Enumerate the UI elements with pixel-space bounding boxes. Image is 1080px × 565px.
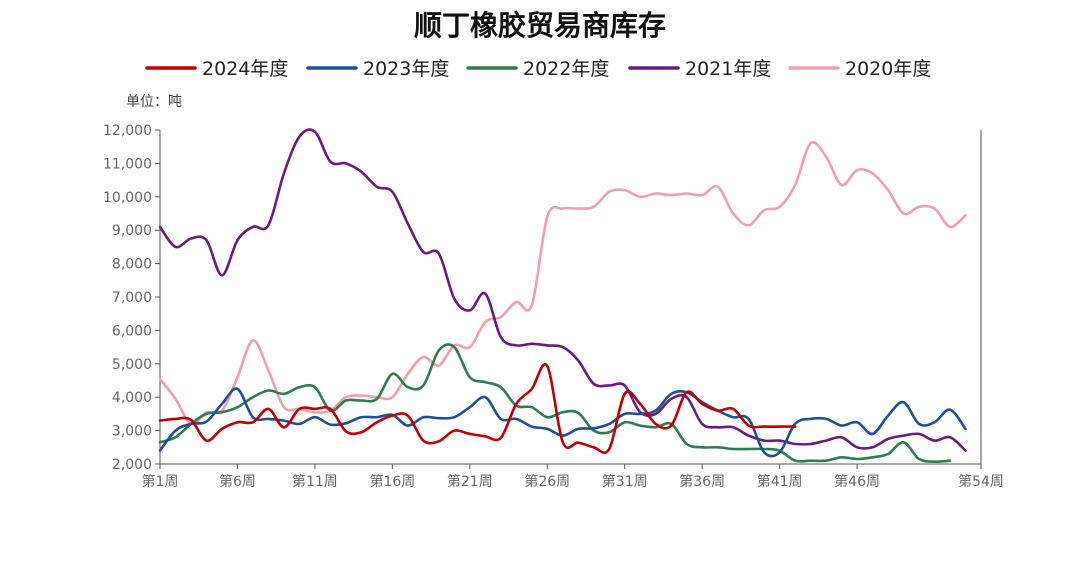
y-tick-label: 6,000: [112, 323, 152, 339]
x-tick-label: 第26周: [524, 473, 570, 490]
series-line-2024年度: [158, 362, 797, 454]
y-tick-label: 11,000: [103, 156, 152, 172]
unit-label: 单位：吨: [126, 94, 182, 110]
y-tick-label: 12,000: [103, 123, 152, 139]
legend-label: 2020年度: [845, 58, 931, 80]
series-line-2020年度: [158, 141, 967, 426]
y-tick-label: 9,000: [112, 223, 152, 239]
x-tick-label: 第6周: [219, 473, 256, 490]
legend-label: 2023年度: [363, 58, 449, 80]
y-tick-label: 10,000: [103, 190, 152, 206]
legend-item[interactable]: 2021年度: [628, 58, 771, 80]
x-tick-label: 第16周: [369, 473, 415, 490]
legend: 2024年度 2023年度 2022年度 2021年度 2020年度: [145, 58, 931, 80]
x-tick-label: 第54周: [958, 473, 1004, 490]
series-line-2023年度: [158, 387, 967, 458]
legend-item[interactable]: 2022年度: [466, 58, 609, 80]
x-axis: 第1周 第6周 第11周 第16周 第21周 第26周 第31周 第36周 第41周 第46周 第5…: [142, 463, 1004, 490]
plot-series: [158, 128, 967, 464]
x-tick-label: 第31周: [602, 473, 648, 490]
y-tick-label: 3,000: [112, 424, 152, 440]
x-tick-label: 第46周: [834, 473, 880, 490]
x-tick-label: 第11周: [292, 473, 338, 490]
y-tick-label: 5,000: [112, 357, 152, 373]
x-tick-label: 第36周: [679, 473, 725, 490]
x-tick-label: 第41周: [757, 473, 803, 490]
y-tick-label: 2,000: [112, 457, 152, 473]
series-line-2022年度: [158, 343, 952, 464]
legend-label: 2022年度: [523, 58, 609, 80]
legend-label: 2021年度: [685, 58, 771, 80]
y-axis: 2,000 3,000 4,000 5,000 6,000 7,000 8,000 9,000…: [103, 123, 161, 473]
legend-label: 2024年度: [202, 58, 288, 80]
x-tick-label: 第21周: [447, 473, 493, 490]
x-tick-label: 第1周: [142, 473, 179, 490]
y-tick-label: 8,000: [112, 257, 152, 273]
y-tick-label: 7,000: [112, 290, 152, 306]
y-tick-label: 4,000: [112, 390, 152, 406]
series-line-2021年度: [158, 128, 967, 452]
legend-item[interactable]: 2020年度: [788, 58, 931, 80]
chart-title: 顺丁橡胶贸易商库存: [414, 9, 666, 42]
legend-item[interactable]: 2024年度: [145, 58, 288, 80]
legend-item[interactable]: 2023年度: [306, 58, 449, 80]
